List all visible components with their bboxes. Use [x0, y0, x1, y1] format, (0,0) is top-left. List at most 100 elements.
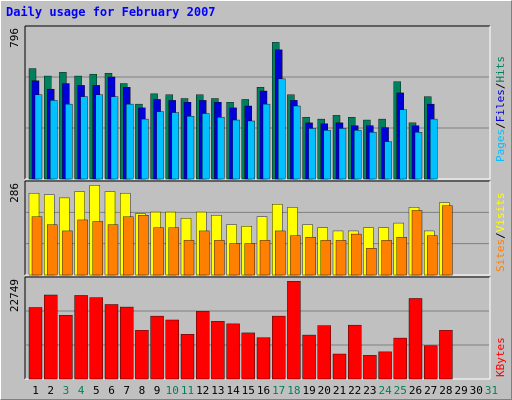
kbytes-bar	[363, 355, 377, 380]
sites-bar	[183, 240, 195, 276]
kbytes-bar	[165, 319, 180, 380]
pages-bar	[110, 96, 119, 180]
x-tick-label: 3	[63, 384, 70, 397]
x-tick-label: 18	[287, 384, 300, 397]
pages-bar	[384, 141, 392, 180]
x-tick-label: 13	[211, 384, 224, 397]
x-tick-label: 5	[93, 384, 100, 397]
legend-sep: /	[494, 122, 507, 129]
sites-bar	[77, 219, 88, 276]
x-tick-label: 30	[470, 384, 483, 397]
kbytes-bar	[195, 311, 210, 380]
x-tick-label: 17	[272, 384, 285, 397]
y-max-label: 22749	[8, 279, 21, 312]
sites-bar	[351, 233, 362, 276]
legend-kbytes: KBytes	[494, 337, 507, 377]
kbytes-bar	[226, 323, 240, 380]
sites-bar	[366, 248, 377, 276]
sites-bar	[153, 227, 164, 276]
pages-bar	[141, 118, 149, 180]
kbytes-bar	[256, 337, 271, 380]
kbytes-bar	[393, 337, 407, 380]
x-tick-label: 12	[196, 384, 209, 397]
kbytes-bar	[135, 330, 149, 380]
kbytes-bar	[439, 330, 453, 380]
sites-bar	[290, 235, 301, 276]
legend-files: Files	[494, 89, 507, 122]
legend-visits: Visits	[494, 193, 507, 233]
x-tick-label: 31	[485, 384, 498, 397]
pages-bar	[308, 128, 316, 180]
sites-bar	[411, 210, 423, 276]
kbytes-bar	[119, 306, 134, 380]
pages-bar	[369, 132, 377, 180]
sites-bar	[47, 224, 58, 276]
x-tick-label: 15	[242, 384, 255, 397]
pages-bar	[201, 113, 210, 180]
x-tick-label: 23	[363, 384, 376, 397]
kbytes-bar	[150, 315, 164, 380]
sites-bar	[138, 215, 149, 276]
pages-bar	[414, 132, 423, 180]
sites-bar	[107, 224, 119, 276]
kbytes-bar	[74, 295, 88, 380]
legend-sites: Sites	[494, 239, 507, 272]
sites-bar	[396, 237, 407, 276]
sites-bar	[62, 230, 73, 276]
x-tick-label: 9	[154, 384, 161, 397]
pages-bar	[338, 128, 347, 180]
kbytes-bar	[424, 345, 438, 380]
x-tick-label: 29	[454, 384, 467, 397]
pages-bar	[80, 96, 88, 180]
legend-hits-files-pages: Pages/Files/Hits	[494, 56, 507, 162]
sites-bar	[122, 216, 134, 276]
kbytes-bar	[378, 351, 392, 380]
pages-bar	[65, 103, 73, 180]
chart-title: Daily usage for February 2007	[6, 5, 216, 19]
pages-bar	[323, 130, 331, 180]
pages-bar	[171, 112, 180, 180]
pages-bar	[399, 109, 407, 180]
kbytes-bar	[44, 294, 58, 380]
kbytes-bar	[408, 298, 423, 380]
sites-bar	[31, 216, 43, 276]
y-max-label: 286	[8, 183, 21, 203]
sites-bar	[320, 240, 331, 276]
pages-bar	[262, 103, 271, 180]
y-max-label: 796	[8, 28, 21, 48]
pages-bar	[50, 100, 58, 180]
legend-hits: Hits	[494, 56, 507, 83]
x-tick-label: 21	[333, 384, 346, 397]
kbytes-bar	[211, 321, 225, 380]
pages-bar	[95, 94, 104, 180]
legend-kbytes: KBytes	[494, 337, 507, 377]
kbytes-bar	[332, 353, 347, 380]
kbytes-bar	[317, 325, 331, 380]
x-tick-label: 11	[181, 384, 194, 397]
x-tick-label: 27	[424, 384, 437, 397]
x-tick-label: 7	[123, 384, 130, 397]
x-tick-label: 16	[257, 384, 270, 397]
sites-bar	[168, 227, 180, 276]
kbytes-bar	[241, 332, 256, 380]
x-tick-label: 2	[47, 384, 54, 397]
x-tick-label: 6	[108, 384, 115, 397]
x-tick-label: 1	[32, 384, 39, 397]
pages-bar	[278, 78, 286, 180]
kbytes-bar	[89, 297, 104, 380]
legend-sites-visits: Sites/Visits	[494, 193, 507, 273]
x-tick-label: 25	[394, 384, 407, 397]
sites-bar	[259, 240, 271, 276]
x-tick-label: 8	[139, 384, 146, 397]
pages-bar	[34, 94, 43, 180]
sites-bar	[198, 230, 210, 276]
legend-sep: /	[494, 83, 507, 90]
pages-bar	[354, 130, 362, 180]
pages-bar	[186, 116, 195, 180]
sites-bar	[275, 230, 286, 276]
pages-bar	[247, 120, 256, 180]
x-tick-label: 26	[409, 384, 422, 397]
x-tick-label: 20	[318, 384, 331, 397]
pages-bar	[125, 103, 134, 180]
